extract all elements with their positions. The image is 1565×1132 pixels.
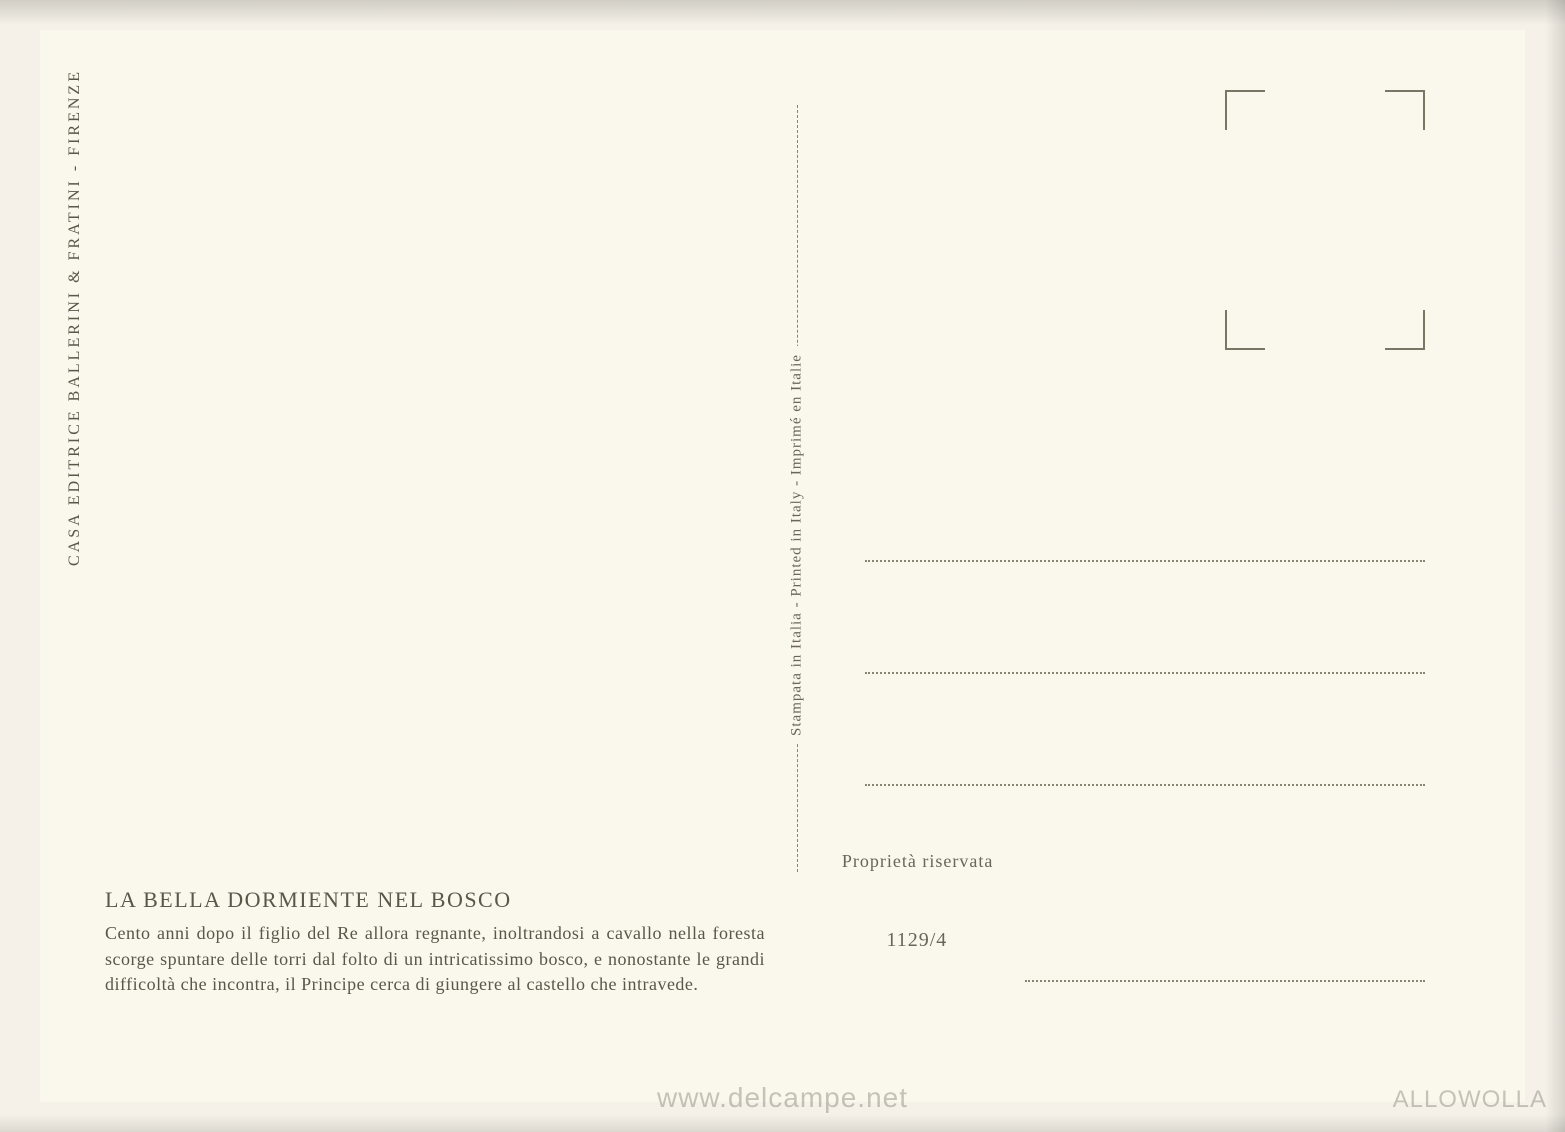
stamp-corner-bl [1225, 310, 1265, 350]
stamp-placeholder [1225, 90, 1425, 350]
stamp-corner-tr [1385, 90, 1425, 130]
printed-in-text: Stampata in Italia - Printed in Italy - … [785, 346, 810, 744]
scan-shadow-bottom [0, 1114, 1565, 1132]
story-title: LA BELLA DORMIENTE NEL BOSCO [105, 887, 765, 913]
story-caption: LA BELLA DORMIENTE NEL BOSCO Cento anni … [105, 887, 765, 997]
serial-number: 1129/4 [886, 929, 947, 952]
address-lines-group [865, 560, 1425, 896]
corner-watermark: ALLOWOLLA [1393, 1086, 1547, 1114]
address-line-2 [865, 672, 1425, 674]
publisher-imprint: CASA EDITRICE BALLERINI & FRATINI - FIRE… [66, 69, 84, 566]
stamp-corner-br [1385, 310, 1425, 350]
address-line-1 [865, 560, 1425, 562]
story-body: Cento anni dopo il figlio del Re allora … [105, 921, 765, 997]
postcard-back: CASA EDITRICE BALLERINI & FRATINI - FIRE… [40, 30, 1525, 1102]
stamp-corner-tl [1225, 90, 1265, 130]
address-line-4 [1025, 980, 1425, 982]
copyright-label: Proprietà riservata [842, 851, 993, 872]
watermark-text: www.delcampe.net [657, 1082, 908, 1114]
scan-shadow-right [1545, 0, 1565, 1132]
address-line-3 [865, 784, 1425, 786]
scan-shadow-top [0, 0, 1565, 25]
